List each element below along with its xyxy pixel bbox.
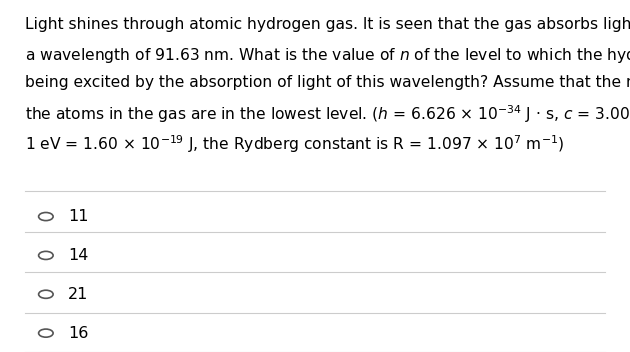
Text: 1 eV = 1.60 × 10$^{-19}$ J, the Rydberg constant is R = 1.097 × 10$^{7}$ m$^{-1}: 1 eV = 1.60 × 10$^{-19}$ J, the Rydberg …: [25, 134, 564, 156]
Text: a wavelength of 91.63 nm. What is the value of $n$ of the level to which the hyd: a wavelength of 91.63 nm. What is the va…: [25, 46, 630, 65]
Text: 11: 11: [68, 209, 89, 224]
Text: Light shines through atomic hydrogen gas. It is seen that the gas absorbs light : Light shines through atomic hydrogen gas…: [25, 17, 630, 32]
Text: the atoms in the gas are in the lowest level. ($h$ = 6.626 × 10$^{-34}$ J · s, $: the atoms in the gas are in the lowest l…: [25, 103, 630, 125]
Text: being excited by the absorption of light of this wavelength? Assume that the mos: being excited by the absorption of light…: [25, 75, 630, 90]
Text: 21: 21: [68, 287, 89, 302]
Text: 14: 14: [68, 248, 89, 263]
Text: 16: 16: [68, 326, 89, 341]
